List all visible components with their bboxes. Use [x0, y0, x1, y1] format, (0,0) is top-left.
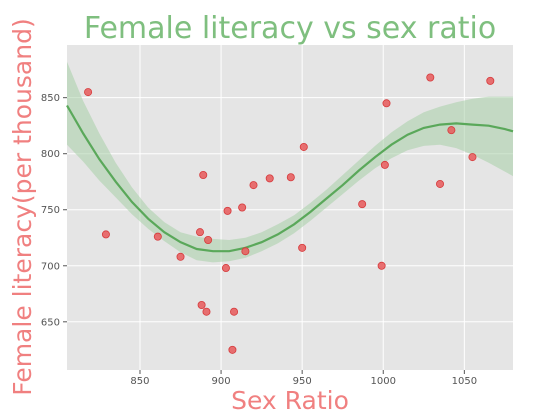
- regression-curve: [66, 104, 514, 253]
- y-tick-label: 750: [41, 205, 60, 216]
- y-tick-label: 800: [41, 149, 60, 160]
- data-point: [486, 76, 495, 85]
- y-tick-label: 650: [41, 317, 60, 328]
- confidence-band: [67, 61, 513, 263]
- data-point: [84, 88, 93, 97]
- data-points: [84, 73, 495, 354]
- data-point: [176, 252, 185, 261]
- data-point: [249, 181, 258, 190]
- x-axis-ticks: 850 900 950 1000 1050: [130, 370, 477, 387]
- data-point: [204, 235, 213, 244]
- data-point: [228, 345, 237, 354]
- x-tick-label: 850: [130, 376, 149, 387]
- data-point: [230, 307, 239, 316]
- y-tick-label: 850: [41, 93, 60, 104]
- data-point: [286, 173, 295, 182]
- y-axis-ticks: 650 700 750 800 850: [41, 93, 67, 328]
- data-point: [377, 261, 386, 270]
- data-point: [299, 142, 308, 151]
- x-tick-label: 900: [212, 376, 231, 387]
- x-axis-label: Sex Ratio: [231, 386, 349, 415]
- data-point: [382, 99, 391, 108]
- data-point: [223, 206, 232, 215]
- x-tick-label: 1000: [371, 376, 396, 387]
- data-point: [380, 160, 389, 169]
- y-axis-label: Female literacy(per thousand): [8, 18, 37, 395]
- data-point: [358, 200, 367, 209]
- x-tick-label: 1050: [452, 376, 477, 387]
- data-point: [199, 170, 208, 179]
- data-point: [221, 264, 230, 273]
- data-point: [265, 174, 274, 183]
- data-point: [241, 247, 250, 256]
- data-point: [447, 126, 456, 135]
- data-point: [238, 203, 247, 212]
- data-point: [101, 230, 110, 239]
- data-point: [436, 179, 445, 188]
- data-point: [468, 153, 477, 162]
- chart-title: Female literacy vs sex ratio: [84, 11, 496, 46]
- data-point: [195, 228, 204, 237]
- x-tick-label: 950: [293, 376, 312, 387]
- y-tick-label: 700: [41, 261, 60, 272]
- data-point: [426, 73, 435, 82]
- data-point: [202, 307, 211, 316]
- data-point: [197, 300, 206, 309]
- data-point: [153, 232, 162, 241]
- data-point: [298, 243, 307, 252]
